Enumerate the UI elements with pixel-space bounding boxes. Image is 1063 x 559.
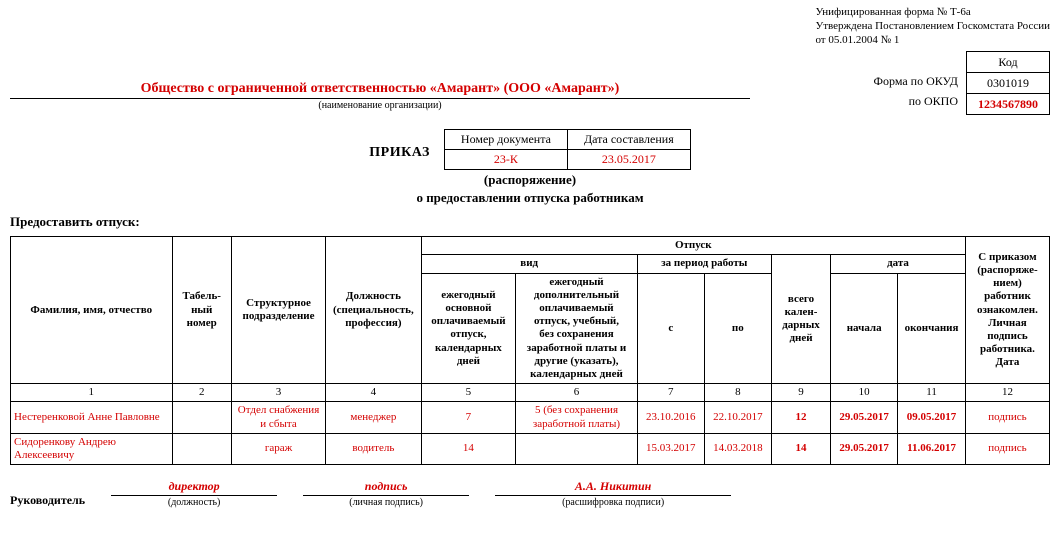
col-start: начала — [831, 273, 898, 384]
table-row: Нестеренковой Анне Павловне Отдел снабже… — [11, 402, 1050, 433]
col-total: всего кален- дарных дней — [771, 255, 830, 384]
colnum: 5 — [421, 384, 516, 402]
cell-from: 23.10.2016 — [637, 402, 704, 433]
grant-label: Предоставить отпуск: — [10, 214, 1050, 230]
doc-sub2: о предоставлении отпуска работникам — [10, 190, 1050, 206]
cell-from: 15.03.2017 — [637, 433, 704, 464]
doc-num-label: Номер документа — [444, 130, 567, 150]
col-vac: Отпуск — [421, 237, 965, 255]
form-header-row: Унифицированная форма № Т-6а Утверждена … — [10, 6, 1050, 47]
cell-k1: 14 — [421, 433, 516, 464]
sig-label: Руководитель — [10, 493, 85, 508]
cell-post: менеджер — [326, 402, 422, 433]
cell-k2 — [516, 433, 638, 464]
table-row: Сидоренкову Андрею Алексеевичу гараж вод… — [11, 433, 1050, 464]
cell-start: 29.05.2017 — [831, 402, 898, 433]
doc-date: 23.05.2017 — [567, 150, 690, 170]
doc-title: ПРИКАЗ — [369, 129, 436, 161]
signature-row: Руководитель директор (должность) подпис… — [10, 479, 1050, 508]
colnum: 1 — [11, 384, 173, 402]
col-dates: дата — [831, 255, 966, 273]
main-thead: Фамилия, имя, отчество Табель- ный номер… — [11, 237, 1050, 402]
colnum: 4 — [326, 384, 422, 402]
cell-end: 09.05.2017 — [898, 402, 966, 433]
okud-label: Форма по ОКУД — [874, 71, 958, 91]
colnum: 6 — [516, 384, 638, 402]
col-from: с — [637, 273, 704, 384]
col-to: по — [704, 273, 771, 384]
cell-fio: Сидоренкову Андрею Алексеевичу — [11, 433, 173, 464]
sig-sign: подпись — [303, 479, 469, 496]
col-kind: вид — [421, 255, 637, 273]
doc-table: Номер документа Дата составления 23-К 23… — [444, 129, 691, 170]
cell-unit: Отдел снабжения и сбыта — [231, 402, 325, 433]
doc-num: 23-К — [444, 150, 567, 170]
col-period: за период работы — [637, 255, 771, 273]
org-name: Общество с ограниченной ответственностью… — [10, 81, 750, 99]
colnum: 11 — [898, 384, 966, 402]
sig-post: директор — [111, 479, 277, 496]
cell-tab — [172, 402, 231, 433]
col-post: Должность (специальность, профессия) — [326, 237, 422, 384]
colnum: 9 — [771, 384, 830, 402]
colnum-row: 1 2 3 4 5 6 7 8 9 10 11 12 — [11, 384, 1050, 402]
org-sub: (наименование организации) — [10, 100, 750, 111]
colnum: 7 — [637, 384, 704, 402]
col-ack: С приказом (распоряже- нием) работник оз… — [965, 237, 1049, 384]
code-labels: Форма по ОКУД по ОКПО — [874, 51, 958, 111]
sig-name: А.А. Никитин — [495, 479, 731, 496]
cell-tab — [172, 433, 231, 464]
col-fio: Фамилия, имя, отчество — [11, 237, 173, 384]
colnum: 8 — [704, 384, 771, 402]
col-tab: Табель- ный номер — [172, 237, 231, 384]
main-table: Фамилия, имя, отчество Табель- ный номер… — [10, 236, 1050, 465]
sig-post-sub: (должность) — [111, 497, 277, 508]
col-k2: ежегодный дополнительный оплачиваемый от… — [516, 273, 638, 384]
doc-date-label: Дата составления — [567, 130, 690, 150]
sig-name-sub: (расшифровка подписи) — [495, 497, 731, 508]
cell-start: 29.05.2017 — [831, 433, 898, 464]
code-table: Код 0301019 1234567890 — [966, 51, 1050, 115]
cell-unit: гараж — [231, 433, 325, 464]
okud-value: 0301019 — [967, 73, 1050, 94]
cell-end: 11.06.2017 — [898, 433, 966, 464]
sig-post-cell: директор (должность) — [111, 479, 277, 508]
doc-sub1: (распоряжение) — [10, 172, 1050, 188]
cell-total: 14 — [771, 433, 830, 464]
cell-post: водитель — [326, 433, 422, 464]
colnum: 2 — [172, 384, 231, 402]
cell-k2: 5 (без сохранения заработной платы) — [516, 402, 638, 433]
doc-row: ПРИКАЗ Номер документа Дата составления … — [10, 129, 1050, 170]
col-unit: Структурное подразделение — [231, 237, 325, 384]
sig-sign-cell: подпись (личная подпись) — [303, 479, 469, 508]
okpo-value: 1234567890 — [967, 94, 1050, 115]
cell-ack: подпись — [965, 402, 1049, 433]
sig-name-cell: А.А. Никитин (расшифровка подписи) — [495, 479, 731, 508]
code-header: Код — [967, 52, 1050, 73]
main-tbody: Нестеренковой Анне Павловне Отдел снабже… — [11, 402, 1050, 465]
org-block: Общество с ограниченной ответственностью… — [10, 81, 750, 111]
okpo-label: по ОКПО — [874, 91, 958, 111]
colnum: 10 — [831, 384, 898, 402]
colnum: 3 — [231, 384, 325, 402]
cell-total: 12 — [771, 402, 830, 433]
sig-sign-sub: (личная подпись) — [303, 497, 469, 508]
cell-k1: 7 — [421, 402, 516, 433]
cell-to: 22.10.2017 — [704, 402, 771, 433]
colnum: 12 — [965, 384, 1049, 402]
form-info: Унифицированная форма № Т-6а Утверждена … — [815, 6, 1050, 47]
cell-to: 14.03.2018 — [704, 433, 771, 464]
cell-ack: подпись — [965, 433, 1049, 464]
cell-fio: Нестеренковой Анне Павловне — [11, 402, 173, 433]
col-k1: ежегодный основной оплачиваемый отпуск, … — [421, 273, 516, 384]
col-end: окончания — [898, 273, 966, 384]
